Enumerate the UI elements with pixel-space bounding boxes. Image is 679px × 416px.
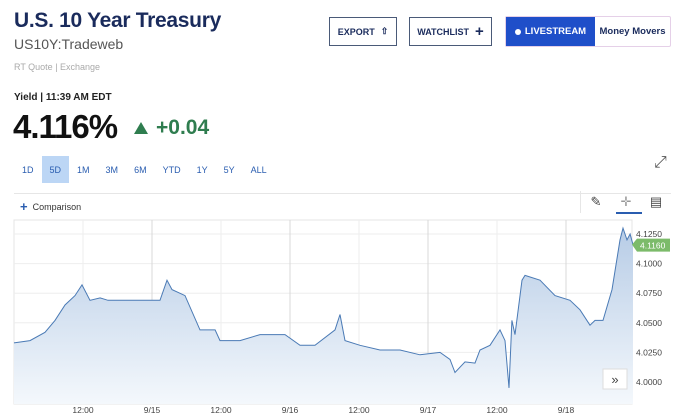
range-tab-1y[interactable]: 1Y [196, 164, 208, 175]
change-value: +0.04 [156, 116, 210, 139]
share-icon: ⇧ [380, 26, 389, 36]
up-arrow-icon [134, 122, 148, 134]
range-tab-1m[interactable]: 1M [77, 164, 90, 175]
plus-icon: + [475, 23, 484, 40]
live-dot-icon [514, 28, 521, 35]
last-value-badge [632, 238, 670, 252]
last-value-label: 4.1160 [640, 241, 666, 251]
double-chevron-icon: » [611, 372, 618, 387]
x-tick-label: 12:00 [72, 405, 94, 415]
range-tab-5y[interactable]: 5Y [223, 164, 235, 175]
comment-icon[interactable]: ▤ [649, 194, 663, 209]
livestream-widget: LIVESTREAM Money Movers [505, 16, 671, 47]
x-tick-label: 9/16 [282, 405, 299, 415]
expand-icon[interactable]: ⤢ [654, 154, 667, 171]
chart-tools: ✎ ✛ ▤ [580, 191, 671, 213]
x-tick-label: 12:00 [210, 405, 232, 415]
range-tab-1d[interactable]: 1D [22, 164, 34, 175]
active-tool-indicator [616, 212, 642, 214]
y-tick-label: 4.1250 [636, 229, 662, 239]
x-tick-label: 12:00 [348, 405, 370, 415]
x-tick-label: 12:00 [486, 405, 508, 415]
pencil-icon[interactable]: ✎ [590, 194, 602, 209]
export-button[interactable]: EXPORT ⇧ [329, 17, 397, 46]
page-title: U.S. 10 Year Treasury [14, 9, 221, 32]
crosshair-icon[interactable]: ✛ [620, 194, 632, 209]
change: +0.04 [134, 116, 209, 140]
range-tab-3m[interactable]: 3M [105, 164, 119, 175]
range-tabs: 1D 5D 1M 3M 6M YTD 1Y 5Y ALL [14, 156, 275, 183]
y-tick-label: 4.0250 [636, 347, 662, 357]
series-line [13, 226, 634, 388]
range-tab-all[interactable]: ALL [250, 164, 267, 175]
plus-icon: + [20, 199, 28, 214]
comparison-label: Comparison [32, 201, 82, 212]
divider [14, 193, 671, 194]
watchlist-label: WATCHLIST [417, 26, 470, 37]
x-tick-label: 9/17 [420, 405, 437, 415]
y-tick-label: 4.0500 [636, 318, 662, 328]
y-tick-label: 4.0750 [636, 288, 662, 298]
range-tab-5d[interactable]: 5D [41, 156, 70, 183]
price: 4.116% [13, 108, 118, 145]
yield-chart[interactable]: 4.1250 4.1000 4.0750 4.0500 4.0250 4.0000 12:0… [0, 214, 679, 416]
watchlist-button[interactable]: WATCHLIST + [409, 17, 492, 46]
livestream-button[interactable]: LIVESTREAM [506, 17, 595, 46]
x-tick-label: 9/18 [558, 405, 575, 415]
yield-label: Yield | 11:39 AM EDT [14, 92, 112, 103]
quote-source: RT Quote | Exchange [14, 62, 101, 72]
x-tick-label: 9/15 [144, 405, 161, 415]
y-tick-label: 4.0000 [636, 377, 662, 387]
area-fill [14, 228, 633, 404]
comparison-button[interactable]: + Comparison [20, 199, 81, 214]
scroll-right-button[interactable]: » [602, 368, 628, 390]
range-tab-ytd[interactable]: YTD [162, 164, 181, 175]
y-tick-label: 4.1000 [636, 259, 662, 269]
livestream-label: LIVESTREAM [524, 26, 587, 37]
range-tab-6m[interactable]: 6M [134, 164, 147, 175]
symbol: US10Y:Tradeweb [14, 36, 124, 52]
money-movers-button[interactable]: Money Movers [599, 26, 666, 37]
export-label: EXPORT [337, 26, 375, 37]
